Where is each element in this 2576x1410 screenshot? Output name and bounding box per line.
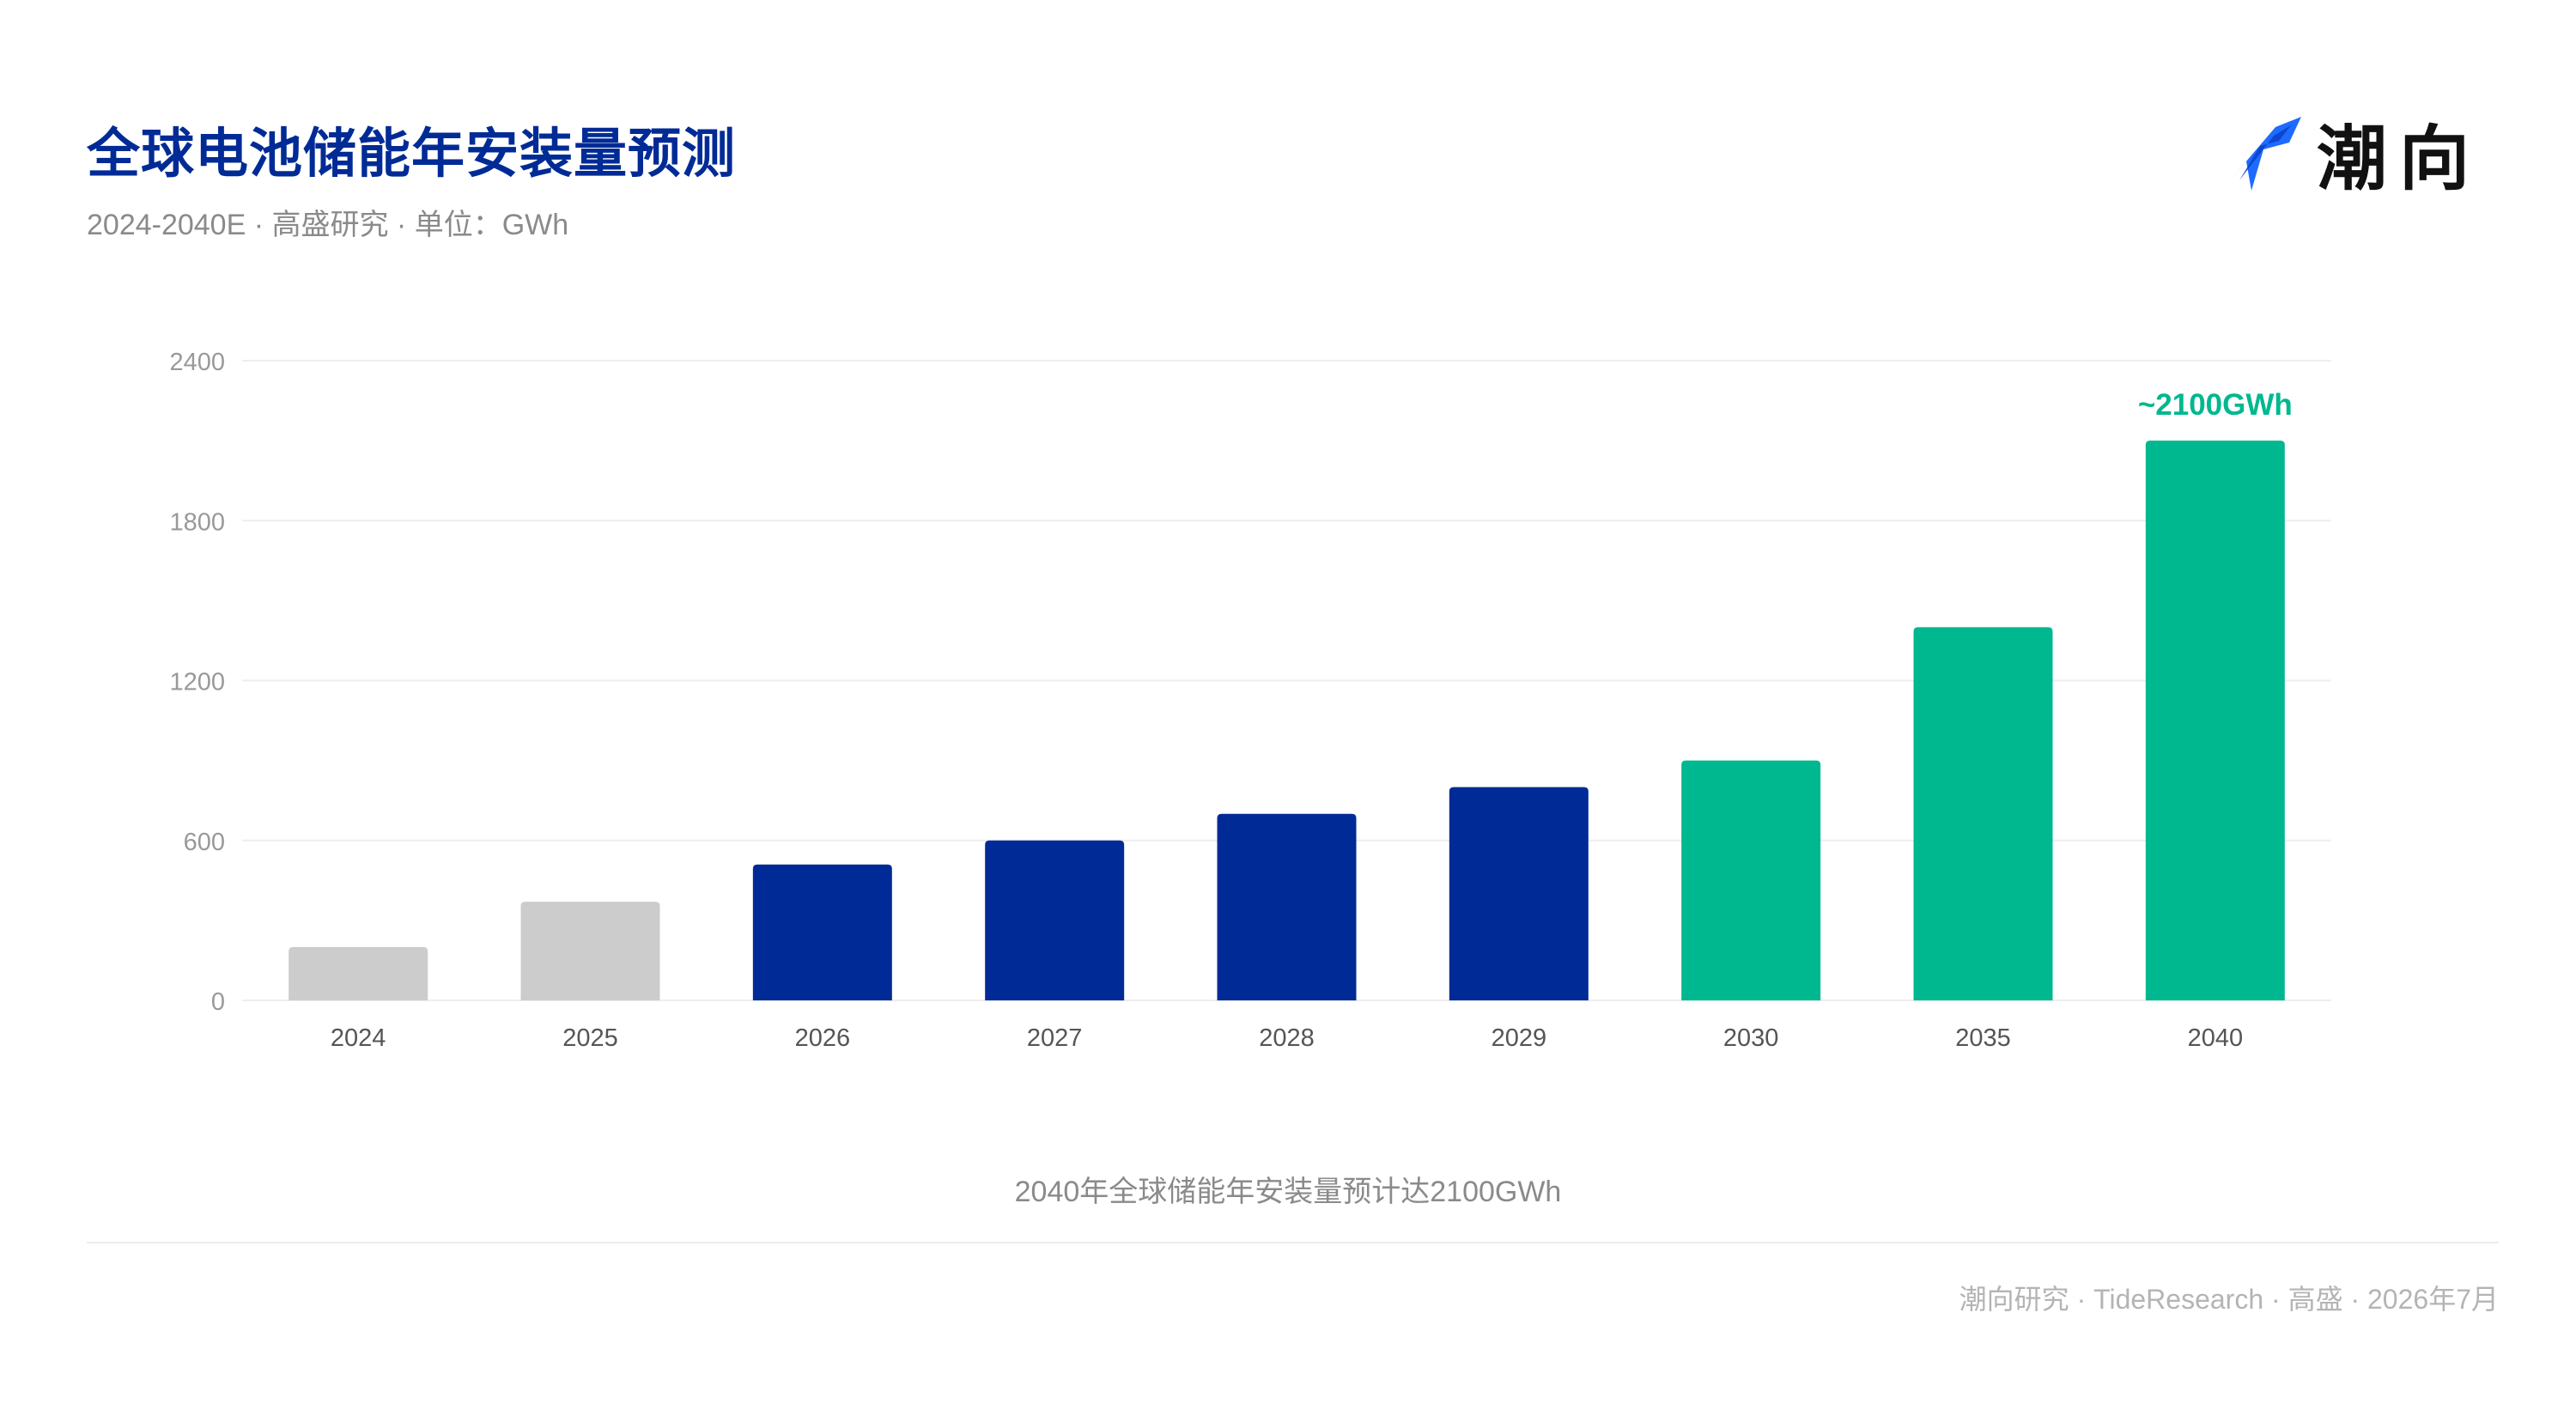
bar-2040 [2145,441,2285,1000]
brand-logo: 潮向 [2222,101,2482,204]
x-tick-label: 2025 [562,1024,618,1052]
x-axis-ticks: 2024 2025 2026 2027 2028 2029 2030 2035 2040 [331,1024,2243,1052]
y-tick-label: 1800 [169,508,225,536]
bar-2035 [1913,627,2053,1000]
bar-2024 [289,946,428,1000]
y-tick-label: 600 [184,829,225,856]
y-tick-label: 1200 [169,669,225,696]
x-tick-label: 2029 [1492,1024,1547,1052]
tide-arrow-logo-icon [2222,112,2305,194]
x-tick-label: 2028 [1259,1024,1315,1052]
chart-caption: 2040年全球储能年安装量预计达2100GWh [1014,1176,1562,1208]
y-tick-label: 2400 [169,349,225,376]
bar-2025 [520,902,660,1000]
logo-text: 潮向 [2316,120,2482,198]
annotations: ~2100GWh [2138,388,2293,422]
y-axis-ticks: 0 600 1200 1800 2400 [169,349,225,1016]
bar-2027 [985,840,1125,1000]
x-tick-label: 2035 [1955,1024,2011,1052]
bars [289,441,2285,1000]
footer-divider [87,1242,2499,1243]
bar-2026 [752,864,892,1000]
y-tick-label: 0 [211,988,225,1016]
bar-2028 [1217,813,1357,1000]
bar-2030 [1681,760,1821,1000]
x-tick-label: 2027 [1027,1024,1083,1052]
data-label-2040: ~2100GWh [2138,388,2293,422]
bar-2029 [1449,787,1589,1000]
footer-credit: 潮向研究 · TideResearch · 高盛 · 2026年7月 [1959,1284,2499,1315]
x-tick-label: 2026 [795,1024,851,1052]
page-subtitle: 2024-2040E · 高盛研究 · 单位：GWh [87,209,569,241]
x-tick-label: 2030 [1723,1024,1779,1052]
x-tick-label: 2040 [2188,1024,2244,1052]
x-tick-label: 2024 [331,1024,386,1052]
page-title: 全球电池储能年安装量预测 [87,125,737,184]
